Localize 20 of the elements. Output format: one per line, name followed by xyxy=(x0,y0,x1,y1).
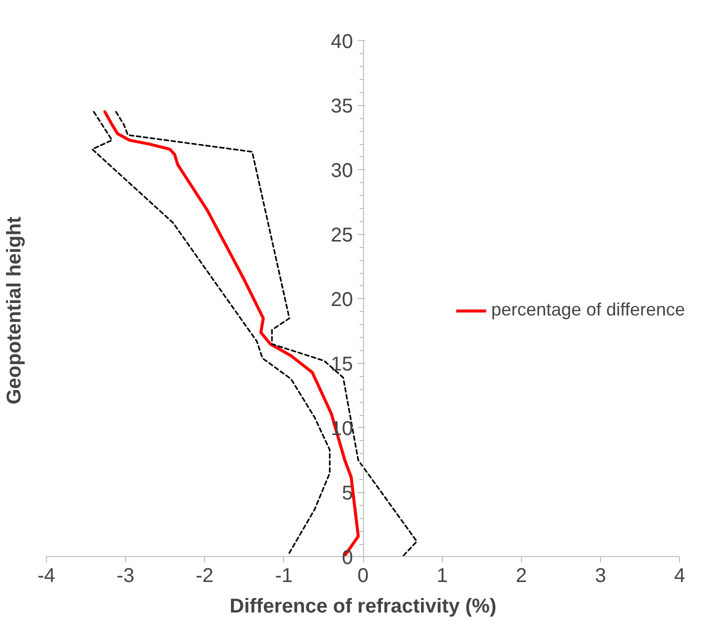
x-tick-label: 0 xyxy=(357,564,369,587)
y-tick-label: 25 xyxy=(330,224,354,246)
x-tick-label: 1 xyxy=(436,564,448,587)
y-tick-label: 30 xyxy=(330,160,354,182)
y-tick-label: 15 xyxy=(330,353,354,376)
x-tick-label: -2 xyxy=(196,564,214,587)
x-tick-label: -4 xyxy=(37,564,56,587)
x-tick-label: 2 xyxy=(516,564,527,587)
x-tick-label: -1 xyxy=(274,564,293,587)
y-tick-label: 35 xyxy=(330,95,354,118)
line-series xyxy=(91,110,331,556)
y-axis-title: Geopotential height xyxy=(4,216,26,404)
x-tick-label: -3 xyxy=(116,564,134,587)
y-tick-label: 20 xyxy=(330,288,354,311)
y-tick-label: 40 xyxy=(330,30,354,53)
x-tick-label: 3 xyxy=(594,564,606,587)
legend-label: percentage of difference xyxy=(491,300,685,320)
x-tick-label: 4 xyxy=(674,564,686,587)
x-axis-title: Difference of refractivity (%) xyxy=(230,596,496,618)
y-tick-label: 0 xyxy=(342,546,353,569)
